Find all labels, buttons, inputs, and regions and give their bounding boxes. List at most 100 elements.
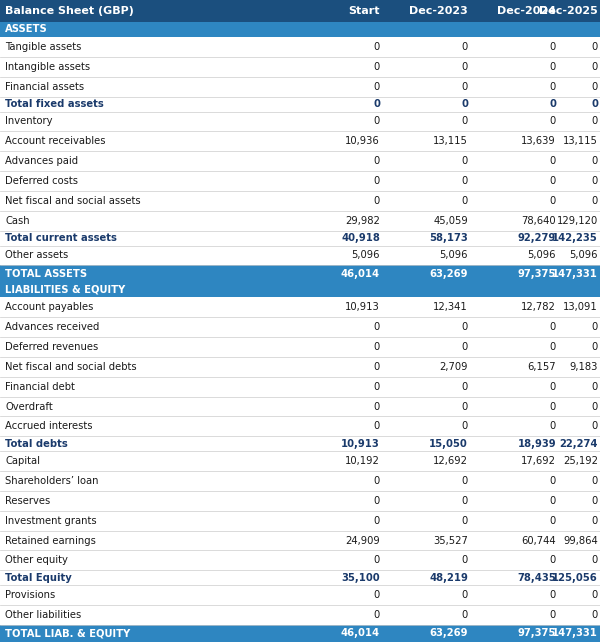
Bar [0, 511, 600, 531]
Text: 0: 0 [592, 382, 598, 392]
Text: Inventory: Inventory [5, 116, 53, 126]
Bar [0, 397, 600, 417]
Text: Total current assets: Total current assets [5, 233, 117, 243]
Text: 5,096: 5,096 [527, 250, 556, 261]
Text: 0: 0 [592, 555, 598, 566]
Text: 5,096: 5,096 [439, 250, 468, 261]
Text: 0: 0 [462, 42, 468, 52]
Text: 0: 0 [374, 610, 380, 620]
Text: 5,096: 5,096 [352, 250, 380, 261]
Bar [0, 491, 600, 511]
Text: 13,115: 13,115 [563, 136, 598, 146]
Bar [0, 337, 600, 357]
Text: Provisions: Provisions [5, 590, 55, 600]
Text: ASSETS: ASSETS [5, 24, 48, 35]
Bar [0, 22, 600, 37]
Text: 0: 0 [374, 476, 380, 486]
Text: 5,096: 5,096 [569, 250, 598, 261]
Text: Dec-2025: Dec-2025 [539, 6, 598, 16]
Text: 0: 0 [373, 99, 380, 109]
Text: Capital: Capital [5, 456, 40, 466]
Bar [0, 297, 600, 317]
Text: 0: 0 [550, 401, 556, 412]
Text: 0: 0 [592, 476, 598, 486]
Bar [0, 57, 600, 76]
Bar [0, 265, 600, 282]
Text: 0: 0 [374, 176, 380, 186]
Bar [0, 451, 600, 471]
Bar [0, 112, 600, 132]
Text: 99,864: 99,864 [563, 535, 598, 546]
Text: 0: 0 [374, 62, 380, 72]
Text: 0: 0 [550, 82, 556, 92]
Text: 0: 0 [592, 590, 598, 600]
Text: 0: 0 [462, 401, 468, 412]
Text: 0: 0 [462, 382, 468, 392]
Text: 40,918: 40,918 [341, 233, 380, 243]
Text: 12,341: 12,341 [433, 302, 468, 312]
Text: 0: 0 [592, 516, 598, 526]
Text: 0: 0 [592, 156, 598, 166]
Bar [0, 132, 600, 152]
Bar [0, 152, 600, 171]
Text: 0: 0 [592, 62, 598, 72]
Text: LIABILITIES & EQUITY: LIABILITIES & EQUITY [5, 285, 125, 295]
Text: 0: 0 [550, 555, 556, 566]
Text: 0: 0 [462, 610, 468, 620]
Text: 0: 0 [592, 176, 598, 186]
Text: 0: 0 [550, 322, 556, 332]
Bar [0, 230, 600, 245]
Text: 18,939: 18,939 [517, 438, 556, 449]
Text: Investment grants: Investment grants [5, 516, 97, 526]
Text: Other equity: Other equity [5, 555, 68, 566]
Text: 0: 0 [461, 99, 468, 109]
Text: 97,375: 97,375 [518, 269, 556, 279]
Text: 0: 0 [462, 342, 468, 352]
Text: Total fixed assets: Total fixed assets [5, 99, 104, 109]
Text: 0: 0 [462, 156, 468, 166]
Text: 0: 0 [592, 421, 598, 431]
Text: Dec-2024: Dec-2024 [497, 6, 556, 16]
Bar [0, 570, 600, 586]
Bar [0, 605, 600, 625]
Text: 0: 0 [462, 82, 468, 92]
Text: 0: 0 [462, 590, 468, 600]
Text: 0: 0 [374, 496, 380, 506]
Text: 0: 0 [374, 82, 380, 92]
Text: Intangible assets: Intangible assets [5, 62, 90, 72]
Text: 0: 0 [550, 496, 556, 506]
Text: 0: 0 [374, 322, 380, 332]
Bar [0, 37, 600, 57]
Text: 78,640: 78,640 [521, 216, 556, 225]
Text: 0: 0 [550, 62, 556, 72]
Text: Total debts: Total debts [5, 438, 68, 449]
Text: 0: 0 [374, 156, 380, 166]
Bar [0, 317, 600, 337]
Text: 13,091: 13,091 [563, 302, 598, 312]
Text: 0: 0 [550, 42, 556, 52]
Text: 0: 0 [550, 516, 556, 526]
Text: Shareholders’ loan: Shareholders’ loan [5, 476, 98, 486]
Text: Deferred revenues: Deferred revenues [5, 342, 98, 352]
Text: 0: 0 [374, 555, 380, 566]
Text: 0: 0 [462, 196, 468, 206]
Text: 0: 0 [462, 421, 468, 431]
Bar [0, 377, 600, 397]
Text: Dec-2023: Dec-2023 [409, 6, 468, 16]
Text: 0: 0 [462, 476, 468, 486]
Text: 0: 0 [550, 196, 556, 206]
Text: 63,269: 63,269 [430, 629, 468, 639]
Text: 0: 0 [374, 42, 380, 52]
Text: 0: 0 [550, 476, 556, 486]
Text: 0: 0 [374, 590, 380, 600]
Text: 0: 0 [374, 516, 380, 526]
Text: 147,331: 147,331 [552, 269, 598, 279]
Text: 63,269: 63,269 [430, 269, 468, 279]
Text: 0: 0 [462, 322, 468, 332]
Text: 13,639: 13,639 [521, 136, 556, 146]
Text: 0: 0 [550, 421, 556, 431]
Text: Financial assets: Financial assets [5, 82, 84, 92]
Text: 46,014: 46,014 [341, 269, 380, 279]
Bar [0, 282, 600, 297]
Text: 12,782: 12,782 [521, 302, 556, 312]
